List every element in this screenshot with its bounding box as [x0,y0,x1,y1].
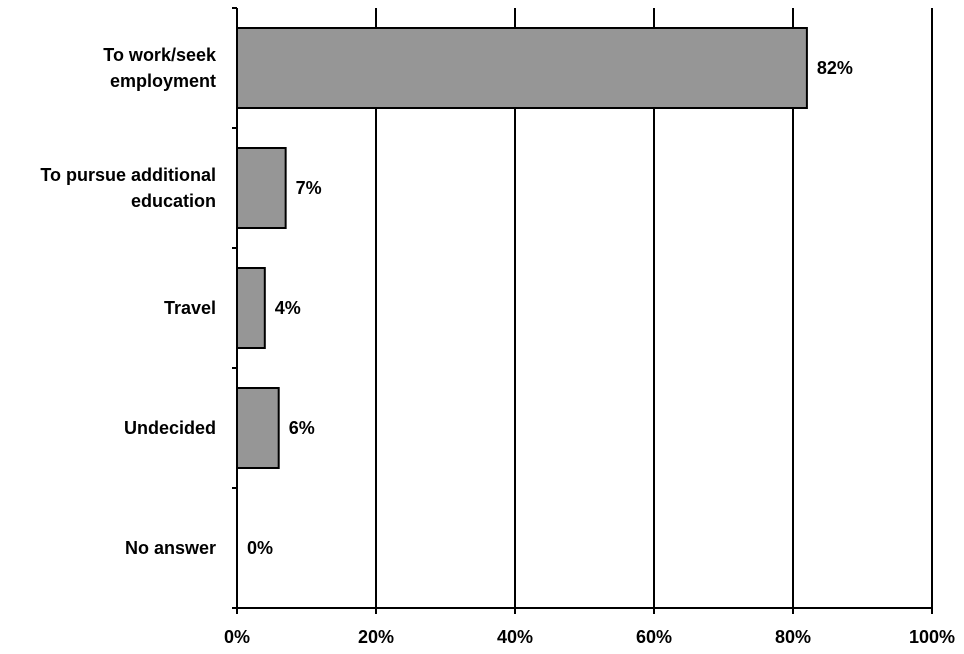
labels: 0% 20% 40% 60% 80% 100% To work/seek employment… [40,45,955,647]
data-label: 7% [296,178,322,198]
x-tick-label: 0% [224,627,250,647]
category-label-line: To pursue additional [40,165,216,185]
category-label-line: Undecided [124,418,216,438]
category-label-line: Travel [164,298,216,318]
bar-2 [236,267,266,349]
category-label: Travel [164,298,216,318]
x-tick-label: 40% [497,627,533,647]
axes [232,7,933,614]
data-label: 82% [817,58,853,78]
bar-3 [236,387,280,469]
data-label: 6% [289,418,315,438]
category-label-line: No answer [125,538,216,558]
data-label: 4% [275,298,301,318]
category-label-line: To work/seek [103,45,217,65]
category-label: No answer [125,538,216,558]
category-label: To work/seek employment [103,45,217,91]
x-tick-label: 60% [636,627,672,647]
data-label: 0% [247,538,273,558]
x-tick-label: 100% [909,627,955,647]
category-label-line: employment [110,71,216,91]
bars [236,27,808,469]
x-tick-label: 20% [358,627,394,647]
category-label: To pursue additional education [40,165,216,211]
bar-0 [236,27,808,109]
x-tick-label: 80% [775,627,811,647]
category-label: Undecided [124,418,216,438]
category-label-line: education [131,191,216,211]
bar-1 [236,147,287,229]
